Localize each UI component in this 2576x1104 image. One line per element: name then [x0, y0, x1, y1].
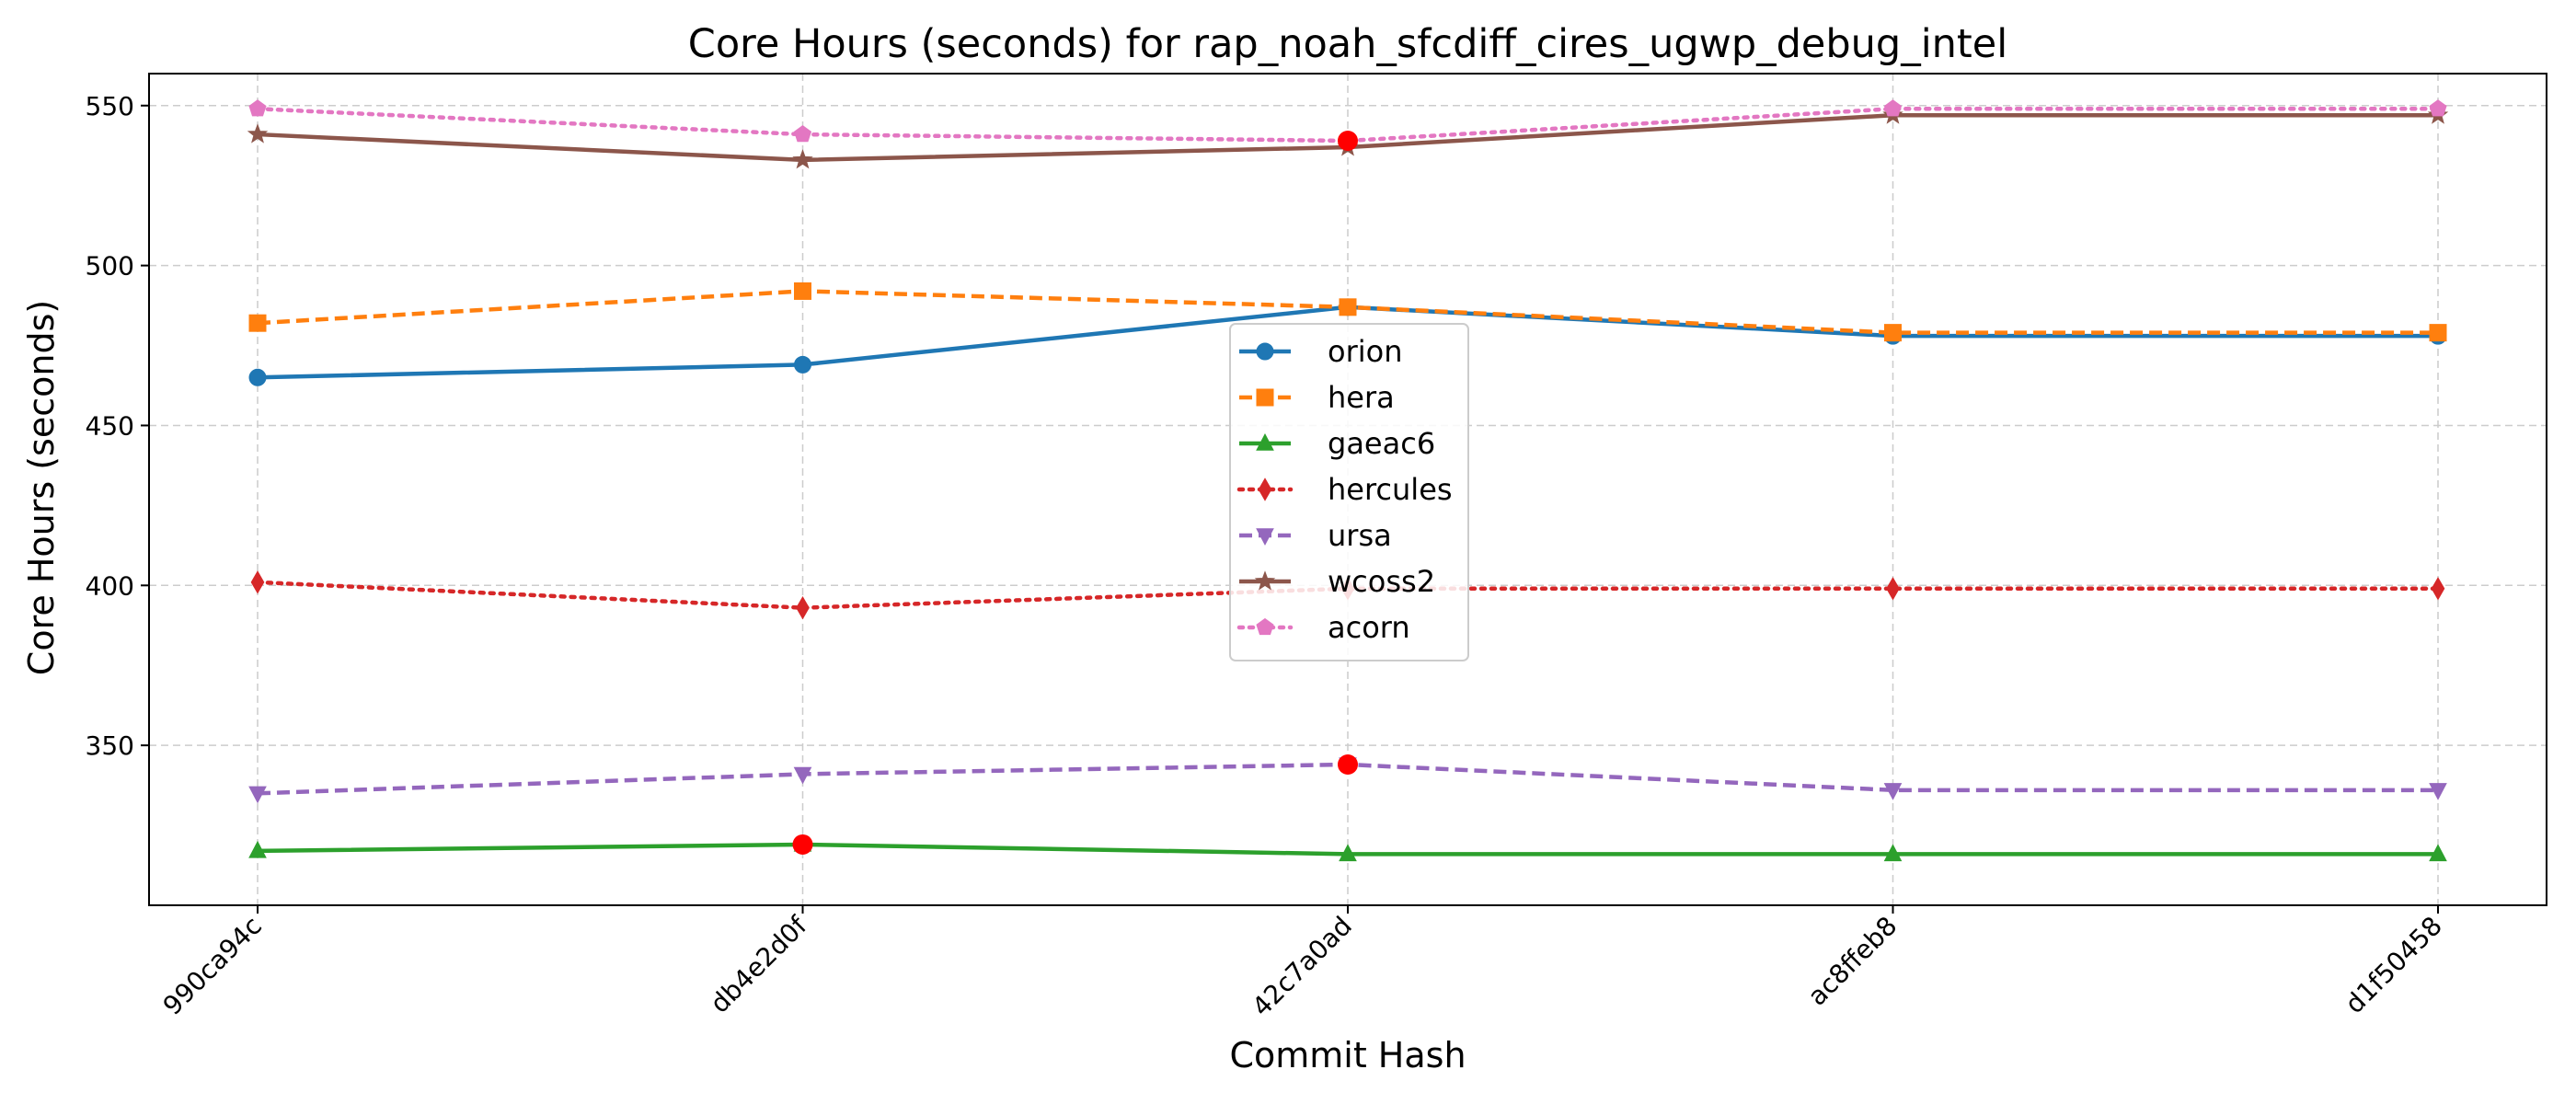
- data-point-hercules: [250, 570, 265, 594]
- legend-item-orion: orion: [1239, 334, 1402, 369]
- legend-item-hera: hera: [1239, 380, 1395, 415]
- data-point-orion: [248, 368, 267, 386]
- legend-item-gaeac6: gaeac6: [1239, 426, 1435, 461]
- data-point-ursa: [248, 786, 267, 804]
- legend-item-hercules: hercules: [1236, 472, 1453, 507]
- x-tick-label: 990ca94c: [157, 911, 268, 1021]
- highlight-layer: [792, 131, 1358, 855]
- legend-label-acorn: acorn: [1328, 610, 1410, 645]
- data-point-hera: [2429, 324, 2447, 342]
- x-axis-title: Commit Hash: [1229, 1035, 1466, 1075]
- y-axis-title: Core Hours (seconds): [21, 300, 62, 675]
- legend-label-ursa: ursa: [1328, 518, 1392, 553]
- data-point-gaeac6: [248, 840, 267, 858]
- y-tick-label: 350: [86, 730, 134, 761]
- legend-label-hera: hera: [1328, 380, 1395, 415]
- legend-label-orion: orion: [1328, 334, 1402, 369]
- legend-label-wcoss2: wcoss2: [1328, 564, 1435, 599]
- y-tick-label: 400: [86, 570, 134, 601]
- data-point-acorn: [1883, 99, 1903, 117]
- data-point-orion: [794, 355, 811, 374]
- data-point-ursa: [1883, 783, 1903, 800]
- legend-item-ursa: ursa: [1239, 518, 1392, 553]
- legend-marker-hercules: [1258, 477, 1272, 501]
- x-tick-label: 42c7a0ad: [1247, 911, 1358, 1022]
- legend-marker-hera: [1256, 388, 1274, 407]
- data-point-gaeac6: [1883, 844, 1903, 862]
- data-point-hera: [1339, 298, 1357, 316]
- series-line-acorn: [255, 106, 2441, 144]
- series-gaeac6: [248, 834, 2447, 862]
- legend-label-hercules: hercules: [1328, 472, 1453, 507]
- legend-marker-ursa: [1256, 528, 1274, 546]
- legend-marker-acorn: [1256, 617, 1274, 636]
- data-point-acorn: [793, 124, 812, 143]
- data-point-gaeac6: [2429, 844, 2447, 862]
- highlight-point: [792, 834, 813, 855]
- data-point-wcoss2: [247, 123, 269, 144]
- data-point-hercules: [1886, 577, 1900, 601]
- x-tick-label: d1f50458: [2339, 911, 2447, 1019]
- chart-title: Core Hours (seconds) for rap_noah_sfcdif…: [688, 21, 2007, 67]
- legend-marker-gaeac6: [1256, 433, 1274, 451]
- y-tick-label: 550: [86, 91, 134, 121]
- series-hera: [248, 282, 2447, 342]
- y-tick-label: 450: [86, 410, 134, 441]
- legend-item-acorn: acorn: [1236, 610, 1410, 645]
- x-tick-label: db4e2d0f: [704, 910, 813, 1019]
- legend-item-wcoss2: wcoss2: [1239, 564, 1435, 599]
- data-point-acorn: [2429, 99, 2447, 117]
- legend-marker-orion: [1256, 342, 1274, 361]
- data-point-gaeac6: [1339, 844, 1357, 862]
- legend-label-gaeac6: gaeac6: [1328, 426, 1435, 461]
- y-tick-label: 500: [86, 251, 134, 282]
- data-point-acorn: [248, 99, 267, 117]
- data-point-hera: [248, 314, 267, 332]
- data-point-ursa: [2429, 783, 2447, 800]
- data-point-wcoss2: [792, 149, 813, 169]
- data-point-hercules: [2431, 577, 2445, 601]
- data-point-ursa: [793, 766, 812, 785]
- highlight-point: [1338, 131, 1358, 152]
- x-tick-label: ac8ffeb8: [1802, 911, 1903, 1012]
- data-point-hera: [1884, 324, 1902, 342]
- legend-marker-wcoss2: [1254, 570, 1276, 591]
- legend: orion hera gaeac6 hercules ursa wcoss2 acorn: [1229, 323, 1469, 661]
- legend-box: [1229, 323, 1469, 661]
- highlight-point: [1338, 754, 1358, 776]
- data-point-hera: [794, 282, 811, 300]
- data-point-hercules: [796, 595, 810, 620]
